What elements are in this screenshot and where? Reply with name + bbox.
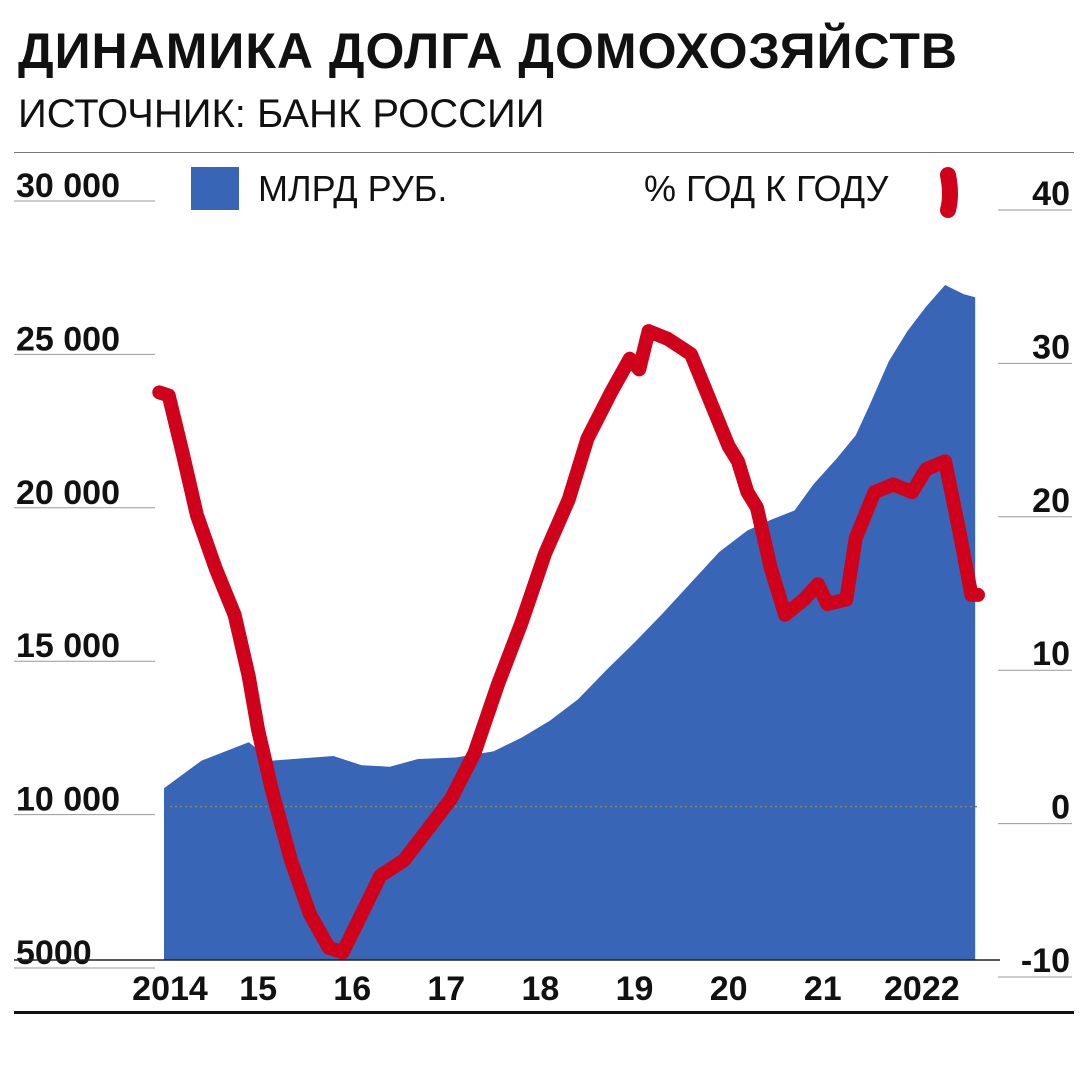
- y-left-axis: 5000 10 000 15 000 20 000 25 000 30 000: [16, 167, 120, 972]
- y-left-tick-label: 5000: [16, 934, 92, 972]
- y-left-tick-label: 20 000: [16, 474, 120, 512]
- x-tick-label: 2014: [132, 970, 208, 1008]
- y-left-tick-label: 10 000: [16, 781, 120, 819]
- y-right-tick-label: 30: [1032, 328, 1070, 366]
- gridlines: [14, 200, 1072, 978]
- x-tick-label: 21: [804, 970, 842, 1008]
- x-tick-label: 2022: [884, 970, 960, 1008]
- legend-area-swatch: [191, 167, 239, 210]
- x-tick-label: 16: [333, 970, 371, 1008]
- y-left-tick-label: 15 000: [16, 627, 120, 665]
- x-axis: 2014 15 16 17 18 19 20 21 2022: [132, 970, 959, 1008]
- x-tick-label: 19: [616, 970, 654, 1008]
- y-left-tick-label: 25 000: [16, 320, 120, 358]
- y-right-tick-label: -10: [1021, 942, 1070, 980]
- legend-line-swatch: [940, 167, 958, 218]
- chart-title: ДИНАМИКА ДОЛГА ДОМОХОЗЯЙСТВ: [18, 23, 958, 79]
- y-right-axis: -10 0 10 20 30 40: [1021, 175, 1070, 980]
- y-right-tick-label: 10: [1032, 635, 1070, 673]
- top-divider: [14, 152, 1074, 153]
- x-tick-label: 17: [427, 970, 465, 1008]
- yoy-line-series: [152, 324, 985, 960]
- y-left-tick-label: 30 000: [16, 167, 120, 205]
- x-tick-label: 18: [522, 970, 560, 1008]
- debt-area-series: [164, 285, 976, 960]
- x-tick-label: 15: [239, 970, 277, 1008]
- chart-subtitle: ИСТОЧНИК: БАНК РОССИИ: [18, 92, 545, 136]
- y-right-tick-label: 0: [1051, 789, 1070, 827]
- x-tick-label: 20: [710, 970, 748, 1008]
- bottom-divider: [14, 1011, 1074, 1014]
- y-right-tick-label: 20: [1032, 482, 1070, 520]
- y-right-tick-label: 40: [1032, 175, 1070, 213]
- legend-area-label: МЛРД РУБ.: [258, 168, 448, 209]
- legend-line-label: % ГОД К ГОДУ: [644, 168, 889, 209]
